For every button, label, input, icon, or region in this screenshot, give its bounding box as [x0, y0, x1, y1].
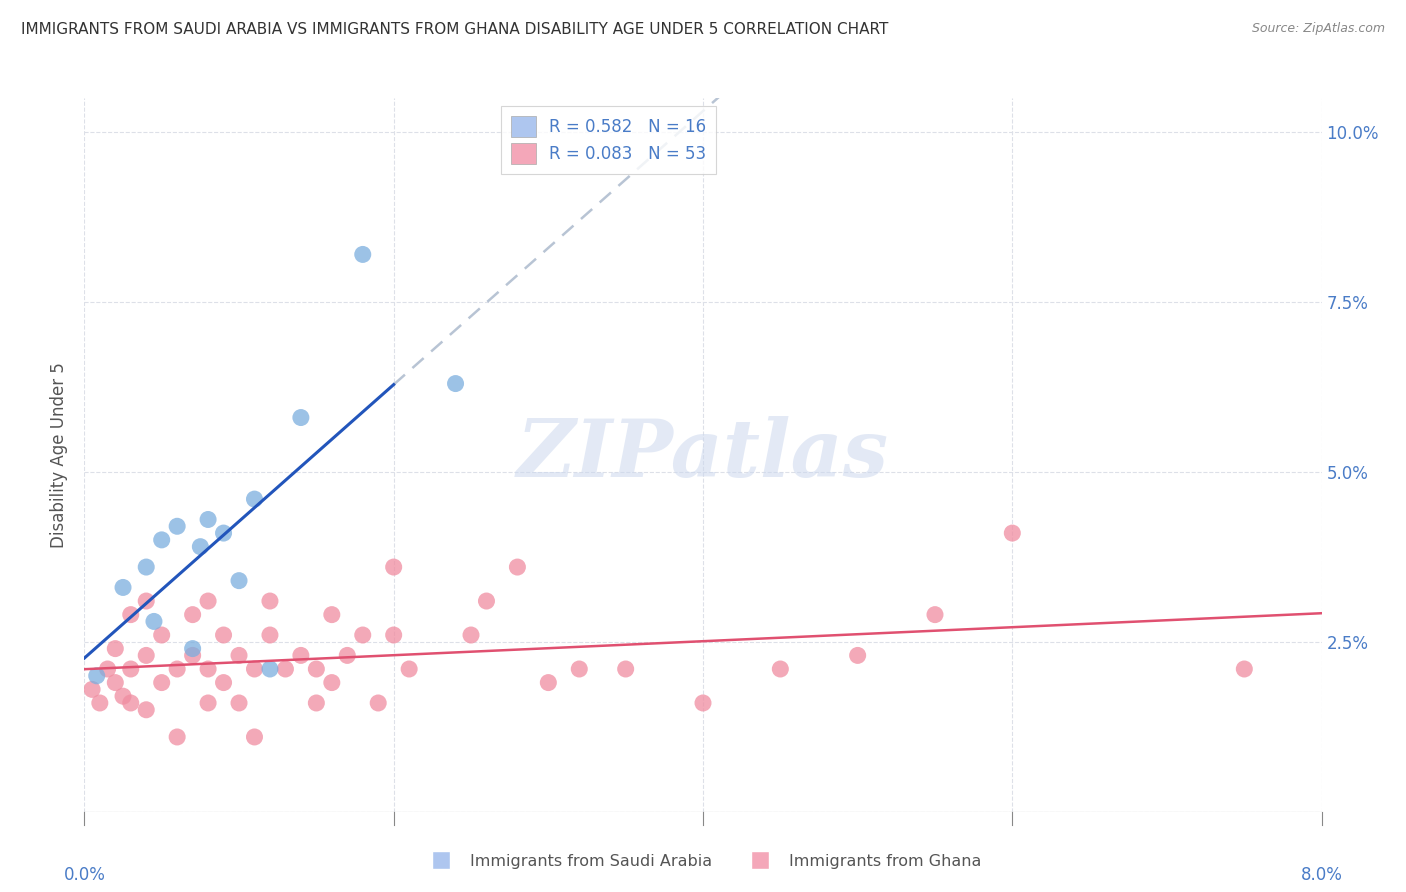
Text: ZIPatlas: ZIPatlas: [517, 417, 889, 493]
Point: [150, 533, 173, 547]
Point: [259, 594, 281, 608]
Point: [692, 696, 714, 710]
Point: [444, 376, 467, 391]
Point: [305, 696, 328, 710]
Point: [166, 730, 188, 744]
Point: [846, 648, 869, 663]
Point: [135, 648, 157, 663]
Text: 0.0%: 0.0%: [63, 866, 105, 884]
Point: [112, 581, 135, 595]
Point: [150, 628, 173, 642]
Point: [166, 662, 188, 676]
Point: [86, 669, 108, 683]
Point: [166, 519, 188, 533]
Point: [212, 628, 235, 642]
Point: [96, 662, 120, 676]
Point: [537, 675, 560, 690]
Point: [120, 696, 142, 710]
Legend: Immigrants from Saudi Arabia, Immigrants from Ghana: Immigrants from Saudi Arabia, Immigrants…: [419, 847, 987, 875]
Point: [924, 607, 946, 622]
Point: [181, 648, 204, 663]
Point: [120, 607, 142, 622]
Point: [321, 675, 343, 690]
Y-axis label: Disability Age Under 5: Disability Age Under 5: [51, 362, 69, 548]
Point: [568, 662, 591, 676]
Point: [143, 615, 166, 629]
Point: [506, 560, 529, 574]
Point: [290, 410, 312, 425]
Point: [150, 675, 173, 690]
Point: [259, 662, 281, 676]
Point: [259, 628, 281, 642]
Point: [321, 607, 343, 622]
Point: [197, 594, 219, 608]
Text: 8.0%: 8.0%: [1301, 866, 1343, 884]
Point: [212, 526, 235, 541]
Point: [243, 492, 266, 507]
Point: [135, 703, 157, 717]
Point: [82, 682, 104, 697]
Point: [367, 696, 389, 710]
Point: [460, 628, 482, 642]
Point: [305, 662, 328, 676]
Legend: R = 0.582   N = 16, R = 0.083   N = 53: R = 0.582 N = 16, R = 0.083 N = 53: [501, 106, 717, 174]
Text: IMMIGRANTS FROM SAUDI ARABIA VS IMMIGRANTS FROM GHANA DISABILITY AGE UNDER 5 COR: IMMIGRANTS FROM SAUDI ARABIA VS IMMIGRAN…: [21, 22, 889, 37]
Point: [274, 662, 297, 676]
Point: [1233, 662, 1256, 676]
Point: [243, 730, 266, 744]
Point: [398, 662, 420, 676]
Point: [181, 607, 204, 622]
Point: [135, 560, 157, 574]
Point: [1001, 526, 1024, 541]
Point: [382, 560, 405, 574]
Text: Source: ZipAtlas.com: Source: ZipAtlas.com: [1251, 22, 1385, 36]
Point: [181, 641, 204, 656]
Point: [104, 675, 127, 690]
Point: [197, 512, 219, 526]
Point: [243, 662, 266, 676]
Point: [112, 689, 135, 703]
Point: [352, 628, 374, 642]
Point: [120, 662, 142, 676]
Point: [197, 662, 219, 676]
Point: [290, 648, 312, 663]
Point: [336, 648, 359, 663]
Point: [89, 696, 111, 710]
Point: [475, 594, 498, 608]
Point: [212, 675, 235, 690]
Point: [228, 574, 250, 588]
Point: [188, 540, 212, 554]
Point: [228, 696, 250, 710]
Point: [104, 641, 127, 656]
Point: [197, 696, 219, 710]
Point: [769, 662, 792, 676]
Point: [228, 648, 250, 663]
Point: [614, 662, 637, 676]
Point: [135, 594, 157, 608]
Point: [352, 247, 374, 261]
Point: [382, 628, 405, 642]
